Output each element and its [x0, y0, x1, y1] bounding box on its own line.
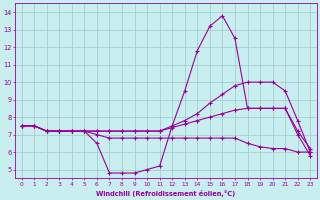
X-axis label: Windchill (Refroidissement éolien,°C): Windchill (Refroidissement éolien,°C) [96, 190, 236, 197]
